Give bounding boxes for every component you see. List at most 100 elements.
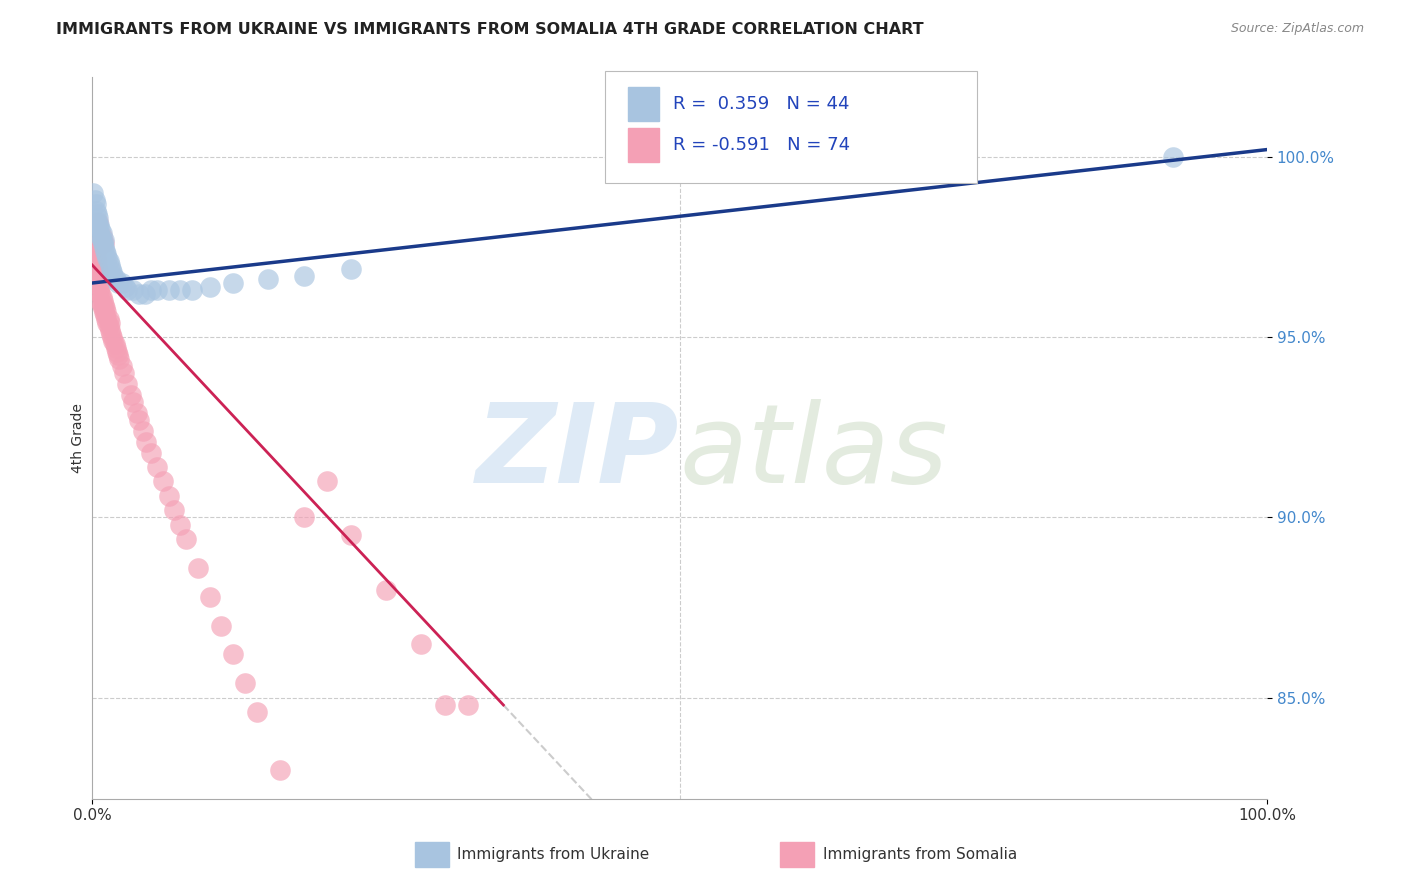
Point <box>90 229 112 244</box>
Point <box>94 244 117 258</box>
Point <box>96 305 118 319</box>
Point <box>187 561 209 575</box>
Point <box>89 293 111 308</box>
Point <box>117 283 139 297</box>
Point <box>87 219 110 233</box>
Point <box>433 698 456 712</box>
Point <box>87 268 110 283</box>
Point <box>91 301 114 316</box>
Point <box>90 233 112 247</box>
Point <box>89 276 111 290</box>
Point <box>114 279 136 293</box>
Point <box>181 283 204 297</box>
Point <box>89 222 111 236</box>
Text: Source: ZipAtlas.com: Source: ZipAtlas.com <box>1230 22 1364 36</box>
Point <box>97 254 120 268</box>
Point <box>117 376 139 391</box>
Point <box>90 290 112 304</box>
Point <box>198 590 221 604</box>
Point <box>93 298 115 312</box>
Point <box>87 261 110 276</box>
Text: IMMIGRANTS FROM UKRAINE VS IMMIGRANTS FROM SOMALIA 4TH GRADE CORRELATION CHART: IMMIGRANTS FROM UKRAINE VS IMMIGRANTS FR… <box>56 22 924 37</box>
Point <box>339 528 361 542</box>
Point <box>86 265 108 279</box>
Point <box>107 348 129 362</box>
Point <box>134 286 156 301</box>
Point <box>89 279 111 293</box>
Point <box>163 503 186 517</box>
Point <box>89 283 111 297</box>
Point <box>169 517 191 532</box>
Point <box>110 276 132 290</box>
Point <box>89 286 111 301</box>
Point <box>93 305 115 319</box>
Point <box>94 309 117 323</box>
Point <box>222 276 245 290</box>
Point <box>89 229 111 244</box>
Point <box>86 254 108 268</box>
Point <box>128 286 150 301</box>
Point <box>89 268 111 283</box>
Point <box>257 272 280 286</box>
Point <box>100 261 122 276</box>
Point <box>98 316 121 330</box>
Point <box>122 283 145 297</box>
Point <box>122 395 145 409</box>
Point <box>1161 150 1184 164</box>
Point <box>84 254 107 268</box>
Text: atlas: atlas <box>679 399 948 506</box>
Point <box>84 258 107 272</box>
Point <box>90 298 112 312</box>
Point <box>94 301 117 316</box>
Point <box>131 424 153 438</box>
Point <box>96 316 118 330</box>
Point <box>84 203 107 218</box>
Point <box>101 265 124 279</box>
Point <box>103 268 125 283</box>
Point <box>105 344 128 359</box>
Point <box>411 637 433 651</box>
Point <box>100 326 122 341</box>
Point <box>83 251 105 265</box>
Point <box>139 445 162 459</box>
Point <box>97 319 120 334</box>
Point <box>198 279 221 293</box>
Point <box>103 334 125 348</box>
Point <box>292 268 315 283</box>
Point <box>157 283 180 297</box>
Y-axis label: 4th Grade: 4th Grade <box>72 403 86 473</box>
Point <box>87 215 110 229</box>
Point <box>93 240 115 254</box>
Point <box>87 272 110 286</box>
Point <box>101 330 124 344</box>
Point <box>152 475 174 489</box>
Point <box>93 236 115 251</box>
Point <box>98 323 121 337</box>
Point <box>157 489 180 503</box>
Point <box>292 510 315 524</box>
Point <box>120 388 142 402</box>
Point <box>82 240 104 254</box>
Point <box>110 359 132 373</box>
Point <box>86 215 108 229</box>
Point <box>91 236 114 251</box>
Point <box>103 337 125 351</box>
Point <box>107 276 129 290</box>
Point <box>135 434 157 449</box>
Point <box>87 211 110 226</box>
Point <box>269 763 291 777</box>
Point <box>91 293 114 308</box>
Text: Immigrants from Somalia: Immigrants from Somalia <box>823 847 1017 862</box>
Text: ZIP: ZIP <box>477 399 679 506</box>
Point <box>97 312 120 326</box>
Point <box>96 251 118 265</box>
Point <box>339 261 361 276</box>
Point <box>233 676 256 690</box>
Point <box>209 618 232 632</box>
Point <box>316 475 339 489</box>
Point <box>96 247 118 261</box>
Point <box>112 366 135 380</box>
Point <box>84 247 107 261</box>
Point <box>86 261 108 276</box>
Point <box>89 226 111 240</box>
